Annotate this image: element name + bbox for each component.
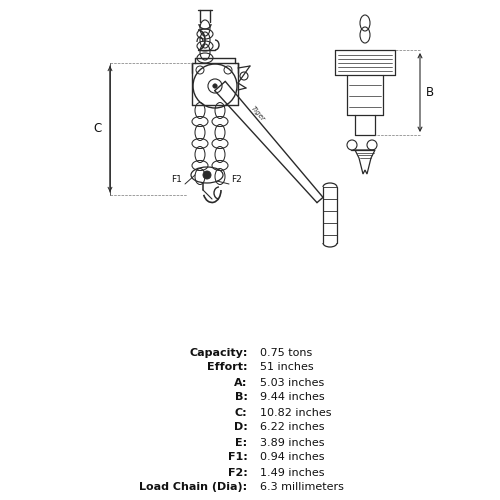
Text: 1.49 inches: 1.49 inches — [260, 468, 324, 477]
Text: 6.22 inches: 6.22 inches — [260, 422, 324, 432]
Text: 9.44 inches: 9.44 inches — [260, 392, 324, 402]
Text: E:: E: — [236, 438, 248, 448]
Text: D:: D: — [234, 422, 247, 432]
Circle shape — [213, 84, 217, 88]
Text: F2: F2 — [232, 176, 242, 184]
Text: F1:: F1: — [228, 452, 248, 462]
Text: F2:: F2: — [228, 468, 248, 477]
Text: Capacity:: Capacity: — [189, 348, 248, 358]
Text: 10.82 inches: 10.82 inches — [260, 408, 332, 418]
Text: B: B — [426, 86, 434, 99]
Text: C: C — [94, 122, 102, 136]
Text: 0.75 tons: 0.75 tons — [260, 348, 312, 358]
Text: 3.89 inches: 3.89 inches — [260, 438, 324, 448]
Text: Tiger: Tiger — [250, 106, 266, 122]
Text: 51 inches: 51 inches — [260, 362, 314, 372]
Text: 5.03 inches: 5.03 inches — [260, 378, 324, 388]
Circle shape — [203, 171, 211, 179]
Text: Effort:: Effort: — [207, 362, 248, 372]
Text: F1: F1 — [172, 176, 182, 184]
Text: Load Chain (Dia):: Load Chain (Dia): — [140, 482, 248, 492]
Text: 0.94 inches: 0.94 inches — [260, 452, 324, 462]
Text: C:: C: — [235, 408, 248, 418]
Text: A:: A: — [234, 378, 247, 388]
Text: B:: B: — [234, 392, 248, 402]
Text: 6.3 millimeters: 6.3 millimeters — [260, 482, 344, 492]
